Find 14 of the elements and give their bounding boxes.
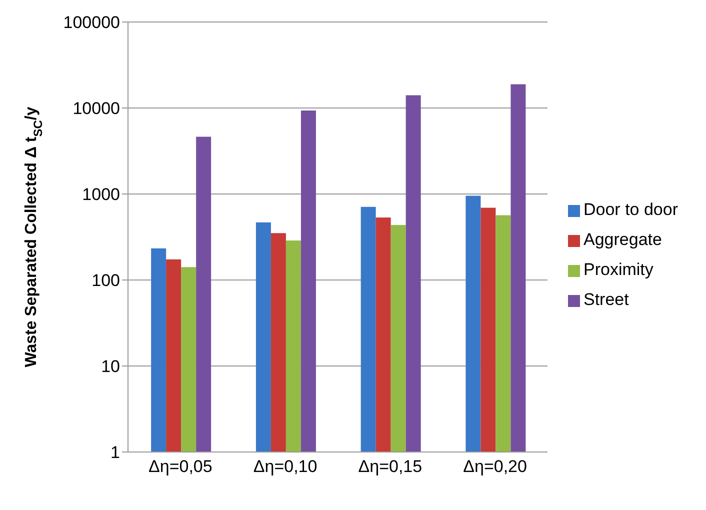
y-tick-label: 100000 xyxy=(63,13,120,32)
y-tick-label: 10000 xyxy=(72,99,120,118)
y-tick-label: 10 xyxy=(101,357,120,376)
legend-label: Proximity xyxy=(584,260,654,279)
y-tick-label: 1 xyxy=(110,443,120,462)
legend-label: Aggregate xyxy=(584,230,662,249)
legend-label: Street xyxy=(584,290,629,309)
x-tick-label: Δη=0,20 xyxy=(463,457,527,476)
y-tick-label: 1000 xyxy=(82,185,120,204)
x-tick-label: Δη=0,10 xyxy=(253,457,318,476)
legend-label: Door to door xyxy=(584,200,678,219)
x-tick-label: Δη=0,15 xyxy=(358,457,422,476)
y-tick-label: 100 xyxy=(92,271,120,290)
x-tick-label: Δη=0,05 xyxy=(148,457,212,476)
